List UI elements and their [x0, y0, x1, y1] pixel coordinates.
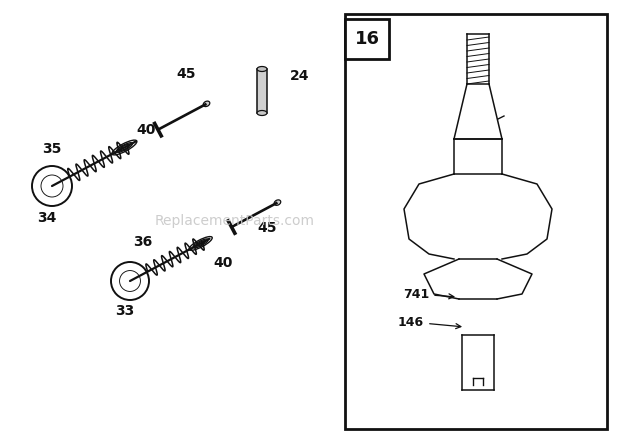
- Text: 146: 146: [398, 315, 461, 329]
- Polygon shape: [456, 280, 464, 288]
- Circle shape: [470, 294, 486, 310]
- Polygon shape: [448, 300, 456, 304]
- Text: 34: 34: [37, 211, 56, 225]
- Text: ReplacementParts.com: ReplacementParts.com: [155, 214, 315, 228]
- Circle shape: [111, 262, 149, 300]
- Text: 40: 40: [213, 257, 232, 270]
- Polygon shape: [497, 289, 507, 295]
- Text: 45: 45: [177, 67, 197, 81]
- Polygon shape: [492, 280, 500, 288]
- Polygon shape: [497, 308, 507, 315]
- Ellipse shape: [203, 101, 210, 107]
- Polygon shape: [500, 300, 508, 304]
- Polygon shape: [476, 272, 480, 280]
- Circle shape: [464, 195, 508, 239]
- Ellipse shape: [257, 67, 267, 71]
- Text: 40: 40: [137, 123, 156, 137]
- Text: 24: 24: [290, 69, 309, 83]
- Ellipse shape: [257, 111, 267, 116]
- Polygon shape: [465, 274, 472, 283]
- Text: 35: 35: [42, 142, 61, 156]
- Polygon shape: [424, 259, 532, 299]
- Text: 36: 36: [133, 235, 153, 249]
- Polygon shape: [456, 316, 464, 324]
- Bar: [462, 335, 494, 390]
- Polygon shape: [484, 274, 491, 283]
- Bar: [257, 69, 267, 113]
- Polygon shape: [476, 324, 480, 332]
- Polygon shape: [404, 174, 552, 259]
- Polygon shape: [450, 289, 459, 295]
- Polygon shape: [450, 308, 459, 315]
- Polygon shape: [492, 316, 500, 324]
- Text: 741: 741: [403, 288, 454, 300]
- Polygon shape: [484, 321, 491, 330]
- Text: 33: 33: [115, 304, 135, 318]
- Circle shape: [456, 280, 500, 324]
- Polygon shape: [465, 321, 472, 330]
- Bar: [345, 19, 389, 59]
- Ellipse shape: [274, 200, 281, 206]
- Text: 45: 45: [258, 220, 277, 235]
- Bar: [345, 14, 607, 429]
- Text: 16: 16: [355, 30, 379, 48]
- Circle shape: [32, 166, 72, 206]
